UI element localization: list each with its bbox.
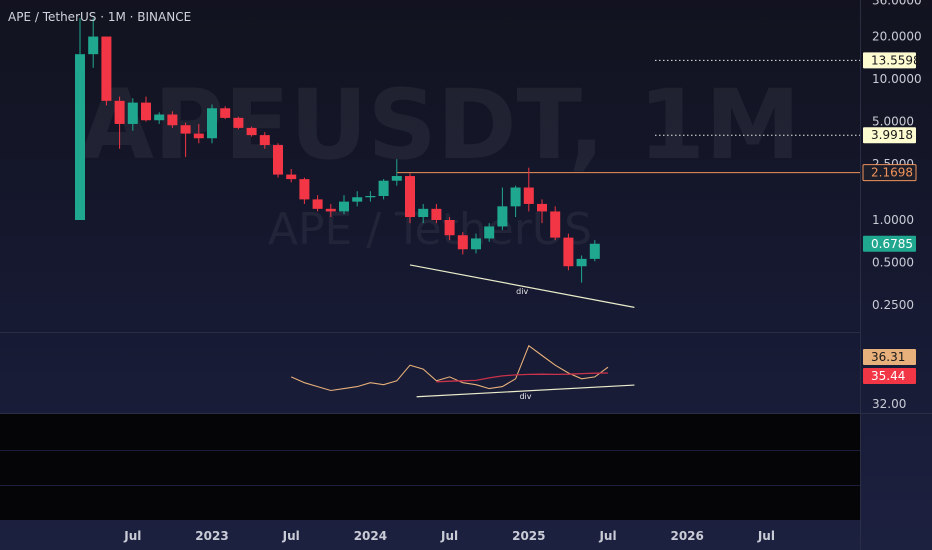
y-tick-label: 0.2500 [872, 298, 914, 312]
candle-body [431, 208, 442, 220]
pane-separator [0, 332, 860, 333]
candle-body [154, 114, 165, 121]
candle-body [378, 180, 389, 196]
empty-pane [0, 451, 860, 485]
candle-body [325, 208, 336, 212]
rsi-badge-bg [863, 349, 916, 365]
watermark-main: APEUSDT, 1M [79, 69, 800, 181]
y-tick-label: 0.5000 [872, 255, 914, 269]
candle-body [523, 187, 534, 204]
x-tick-label: Jul [598, 529, 616, 543]
candle-body [286, 174, 297, 180]
symbol-title: APE / TetherUS · 1M · BINANCE [8, 10, 191, 24]
y-tick-label: 20.0000 [872, 30, 922, 44]
candle-body [497, 206, 508, 227]
price-pane: div [75, 18, 860, 308]
candle-body [127, 102, 138, 124]
rsi-ma-line [436, 372, 609, 383]
candle-body [365, 195, 376, 198]
level-badge: 13.5598 [871, 53, 921, 67]
candle-body [233, 117, 244, 128]
candle-body [589, 243, 600, 259]
x-tick-label: Jul [757, 529, 775, 543]
divergence-trendline [409, 264, 635, 308]
candle-body [484, 226, 495, 239]
candle-body [114, 100, 125, 124]
candle-body [180, 125, 191, 134]
candle-body [88, 36, 99, 55]
candle-body [510, 187, 521, 207]
level-badge: 3.9918 [871, 128, 913, 142]
level-badge-bg [863, 52, 916, 69]
empty-pane [0, 414, 860, 450]
x-tick-label: 2026 [670, 529, 703, 543]
divergence-label: div [516, 287, 528, 296]
rsi-divergence-label: div [519, 392, 531, 401]
y-tick-label: 1.0000 [872, 213, 914, 227]
candle-body [563, 237, 574, 267]
axes: 36.000020.000010.00005.00002.50001.00000… [123, 0, 921, 543]
x-tick-label: Jul [282, 529, 300, 543]
candle-body [207, 108, 217, 139]
level-badge-bg [863, 127, 916, 144]
rsi-tick-label: 32.00 [872, 397, 906, 411]
rsi-divergence-trendline [416, 384, 635, 398]
candle-body [141, 102, 151, 121]
candle-body [444, 220, 455, 236]
candle-body [299, 179, 310, 200]
candle-body [352, 197, 363, 202]
candle-body [339, 201, 349, 212]
rsi-ma-badge: 35.44 [871, 369, 905, 383]
x-tick-label: 2024 [354, 529, 387, 543]
candle-body [550, 211, 561, 238]
y-tick-label: 5.0000 [872, 114, 914, 128]
empty-pane [0, 486, 860, 520]
rsi-line [290, 344, 609, 392]
candle-body [101, 36, 112, 101]
candle-body [405, 176, 415, 218]
candle-body [220, 108, 231, 118]
candle-body [167, 114, 178, 126]
watermark-sub: APE / TetherUS [268, 204, 592, 255]
current-price-badge-bg [863, 235, 916, 252]
y-tick-label: 36.0000 [872, 0, 922, 8]
candle-body [457, 235, 468, 250]
candle-body [259, 135, 270, 146]
candle-body [391, 176, 402, 181]
candle-body [418, 208, 429, 218]
candle-body [537, 203, 547, 212]
candle-body [246, 127, 257, 136]
candle-body [312, 199, 323, 209]
level-badge: 2.1698 [871, 166, 913, 180]
rsi-ma-badge-bg [863, 368, 916, 384]
level-badge-bg [862, 164, 917, 182]
candle-body [273, 145, 283, 175]
x-tick-label: 2023 [195, 529, 228, 543]
axis-border [860, 0, 861, 550]
current-price-badge: 0.6785 [871, 237, 913, 251]
candle-body [576, 258, 587, 267]
rsi-pane: div [290, 344, 635, 401]
candle-body [471, 238, 481, 250]
x-tick-label: 2025 [512, 529, 545, 543]
candle-body [193, 133, 204, 139]
y-tick-label: 10.0000 [872, 72, 922, 86]
x-tick-label: Jul [440, 529, 458, 543]
pane-separator [0, 413, 932, 414]
rsi-badge: 36.31 [871, 350, 905, 364]
candle-body [75, 54, 85, 221]
x-tick-label: Jul [123, 529, 141, 543]
